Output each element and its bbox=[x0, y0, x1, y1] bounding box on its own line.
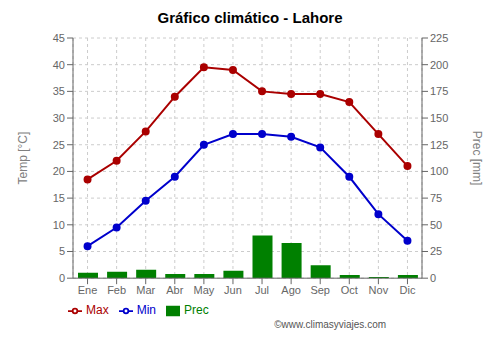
svg-text:Mar: Mar bbox=[136, 284, 155, 296]
html-text:©www.climasyviajes.com: ©www.climasyviajes.com bbox=[274, 319, 386, 330]
svg-text:Sep: Sep bbox=[310, 284, 330, 296]
svg-text:Nov: Nov bbox=[369, 284, 389, 296]
svg-text:Abr: Abr bbox=[166, 284, 183, 296]
svg-text:20: 20 bbox=[53, 165, 65, 177]
svg-text:0: 0 bbox=[59, 272, 65, 284]
svg-text:Ene: Ene bbox=[78, 284, 98, 296]
html-text:Max: Max bbox=[86, 303, 109, 318]
svg-text:75: 75 bbox=[430, 192, 442, 204]
svg-text:Temp [°C]: Temp [°C] bbox=[16, 132, 30, 185]
svg-text:0: 0 bbox=[430, 272, 436, 284]
svg-text:30: 30 bbox=[53, 112, 65, 124]
svg-text:40: 40 bbox=[53, 59, 65, 71]
svg-text:50: 50 bbox=[430, 219, 442, 231]
svg-text:25: 25 bbox=[430, 245, 442, 257]
svg-text:5: 5 bbox=[59, 245, 65, 257]
svg-text:Feb: Feb bbox=[107, 284, 126, 296]
svg-text:Ago: Ago bbox=[281, 284, 301, 296]
svg-text:125: 125 bbox=[430, 139, 448, 151]
svg-text:10: 10 bbox=[53, 219, 65, 231]
svg-text:100: 100 bbox=[430, 165, 448, 177]
svg-text:Prec [mm]: Prec [mm] bbox=[470, 131, 484, 186]
svg-text:35: 35 bbox=[53, 85, 65, 97]
html-text:Prec: Prec bbox=[184, 303, 209, 318]
svg-text:Jul: Jul bbox=[255, 284, 269, 296]
svg-text:225: 225 bbox=[430, 32, 448, 44]
html-text:Min: Min bbox=[136, 303, 156, 318]
svg-text:175: 175 bbox=[430, 85, 448, 97]
svg-text:150: 150 bbox=[430, 112, 448, 124]
html-text:Gráfico climático - Lahore: Gráfico climático - Lahore bbox=[157, 9, 343, 26]
svg-text:200: 200 bbox=[430, 59, 448, 71]
svg-text:15: 15 bbox=[53, 192, 65, 204]
svg-text:45: 45 bbox=[53, 32, 65, 44]
svg-text:Oct: Oct bbox=[341, 284, 358, 296]
svg-text:May: May bbox=[193, 284, 214, 296]
svg-text:25: 25 bbox=[53, 139, 65, 151]
svg-text:Jun: Jun bbox=[224, 284, 242, 296]
svg-text:Dic: Dic bbox=[400, 284, 416, 296]
